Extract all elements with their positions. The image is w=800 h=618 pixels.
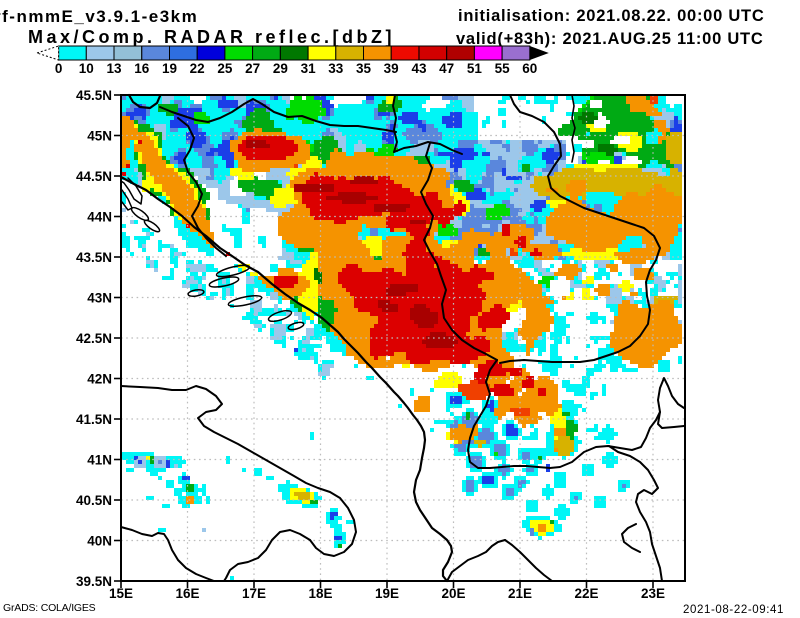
- svg-text:15E: 15E: [109, 586, 133, 601]
- svg-text:21E: 21E: [508, 586, 532, 601]
- svg-text:33: 33: [328, 61, 344, 76]
- svg-text:16E: 16E: [175, 586, 199, 601]
- svg-text:19E: 19E: [375, 586, 399, 601]
- svg-text:10: 10: [79, 61, 94, 76]
- svg-text:35: 35: [356, 61, 372, 76]
- svg-text:45N: 45N: [87, 129, 112, 144]
- svg-text:60: 60: [522, 61, 537, 76]
- svg-text:51: 51: [467, 61, 483, 76]
- svg-text:44.5N: 44.5N: [76, 169, 112, 184]
- svg-text:29: 29: [273, 61, 288, 76]
- svg-text:17E: 17E: [242, 586, 266, 601]
- svg-text:rf-nmmE_v3.9.1-e3km: rf-nmmE_v3.9.1-e3km: [0, 7, 198, 26]
- svg-text:44N: 44N: [87, 210, 112, 225]
- svg-text:0: 0: [55, 61, 63, 76]
- svg-text:42.5N: 42.5N: [76, 331, 112, 346]
- svg-text:39: 39: [384, 61, 399, 76]
- svg-text:43.5N: 43.5N: [76, 250, 112, 265]
- svg-text:2021-08-22-09:41: 2021-08-22-09:41: [683, 604, 784, 616]
- svg-text:valid(+83h): 2021.AUG.25 11:00: valid(+83h): 2021.AUG.25 11:00 UTC: [456, 30, 764, 48]
- svg-text:13: 13: [106, 61, 122, 76]
- svg-text:Max/Comp. RADAR reflec.[dbZ]: Max/Comp. RADAR reflec.[dbZ]: [28, 27, 395, 47]
- svg-text:42N: 42N: [87, 372, 112, 387]
- svg-text:19: 19: [162, 61, 177, 76]
- svg-text:27: 27: [245, 61, 260, 76]
- svg-text:31: 31: [301, 61, 317, 76]
- svg-text:39.5N: 39.5N: [76, 574, 112, 589]
- svg-text:43: 43: [411, 61, 427, 76]
- svg-text:22E: 22E: [574, 586, 598, 601]
- svg-text:22: 22: [190, 61, 205, 76]
- svg-text:initialisation: 2021.08.22. 00: initialisation: 2021.08.22. 00:00 UTC: [458, 7, 765, 25]
- svg-text:40N: 40N: [87, 534, 112, 549]
- svg-text:18E: 18E: [308, 586, 332, 601]
- svg-text:43N: 43N: [87, 291, 112, 306]
- svg-text:55: 55: [495, 61, 511, 76]
- svg-text:16: 16: [134, 61, 150, 76]
- svg-text:20E: 20E: [441, 586, 465, 601]
- svg-text:41.5N: 41.5N: [76, 412, 112, 427]
- svg-text:23E: 23E: [641, 586, 665, 601]
- svg-text:25: 25: [217, 61, 233, 76]
- svg-text:41N: 41N: [87, 453, 112, 468]
- svg-text:47: 47: [439, 61, 454, 76]
- svg-text:40.5N: 40.5N: [76, 493, 112, 508]
- svg-text:45.5N: 45.5N: [76, 88, 112, 103]
- svg-text:GrADS: COLA/IGES: GrADS: COLA/IGES: [3, 602, 96, 614]
